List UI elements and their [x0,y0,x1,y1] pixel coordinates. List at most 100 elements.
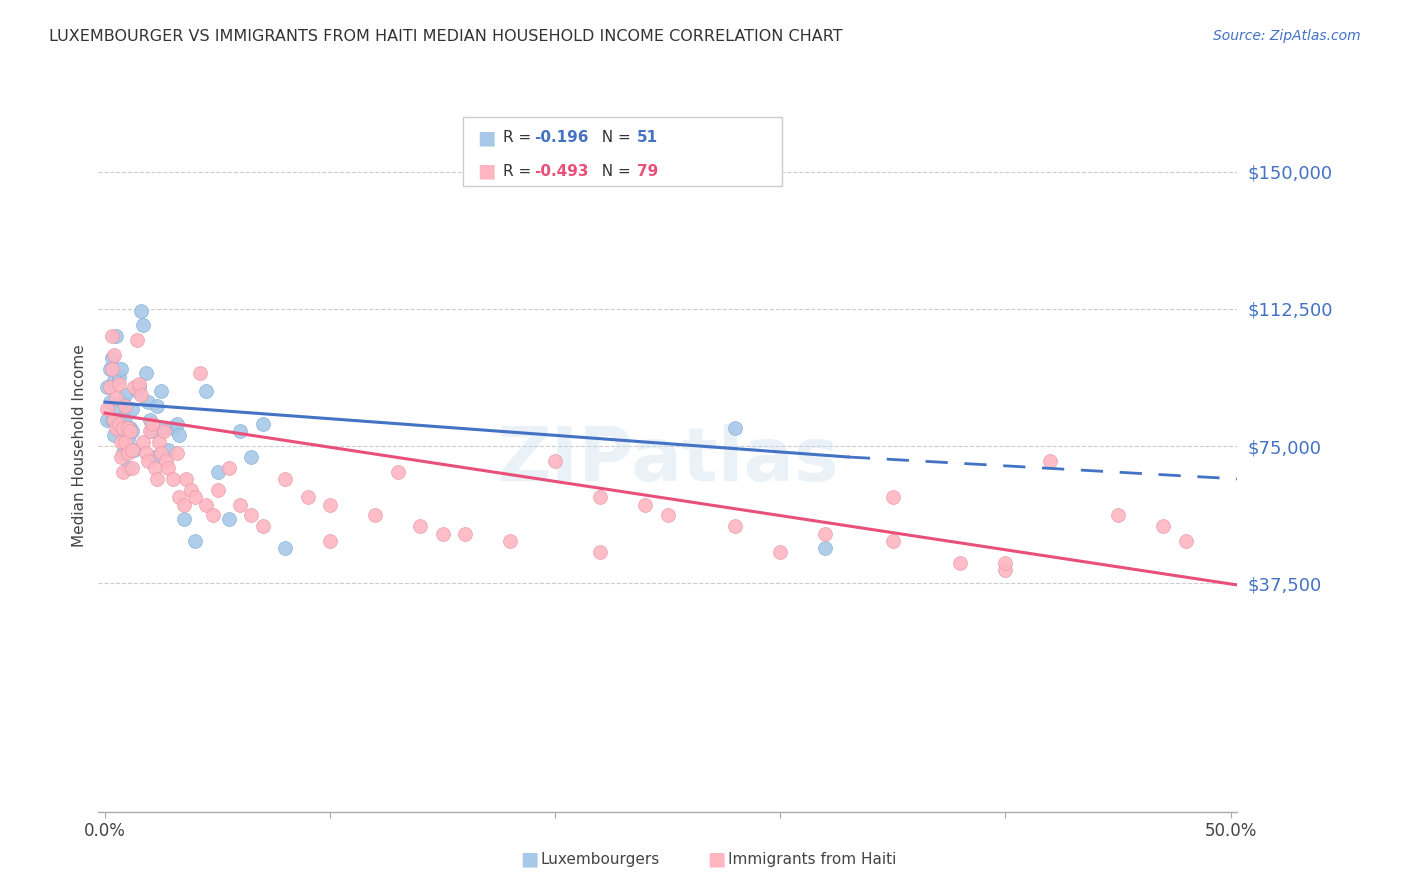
Point [218,512,240,526]
Point [96,380,118,394]
Point [103,373,125,387]
Point [882,490,904,504]
Point [135,366,157,380]
Text: Immigrants from Haiti: Immigrants from Haiti [728,852,897,867]
Point [141,425,163,439]
Text: R =: R = [503,130,536,145]
Point [180,483,202,497]
Point [98,380,121,394]
Point [118,420,141,434]
Point [125,333,148,347]
Point [118,425,141,439]
Point [110,413,132,427]
Text: -0.196: -0.196 [534,130,589,145]
Point [121,402,143,417]
Point [152,420,174,434]
Point [994,563,1017,577]
Point [114,399,136,413]
Point [409,519,432,533]
Point [202,508,225,523]
Point [101,351,124,366]
Text: 51: 51 [637,130,658,145]
Point [252,417,274,431]
Point [114,409,136,424]
Point [387,465,409,479]
Point [132,318,155,333]
Point [112,446,135,460]
Point [110,435,132,450]
Point [132,435,155,450]
Point [129,388,152,402]
Text: Source: ZipAtlas.com: Source: ZipAtlas.com [1213,29,1361,43]
Point [155,453,177,467]
Point [135,446,157,460]
Text: R =: R = [503,163,536,178]
Point [364,508,387,523]
Point [96,413,118,427]
Point [117,461,139,475]
Point [124,380,146,394]
Text: LUXEMBOURGER VS IMMIGRANTS FROM HAITI MEDIAN HOUSEHOLD INCOME CORRELATION CHART: LUXEMBOURGER VS IMMIGRANTS FROM HAITI ME… [49,29,842,44]
Point [128,376,150,391]
Point [152,425,174,439]
Point [141,417,163,431]
Point [454,526,477,541]
Point [146,399,169,413]
Point [117,432,139,446]
Text: 79: 79 [637,163,658,178]
Point [105,329,128,343]
Point [129,303,152,318]
Point [184,534,207,549]
Text: ■: ■ [478,128,496,147]
Point [657,508,679,523]
Point [162,420,184,434]
Point [136,453,159,467]
Point [112,465,135,479]
Point [121,425,143,439]
Point [1107,508,1129,523]
Point [188,366,211,380]
Point [195,498,218,512]
Point [229,425,252,439]
Point [136,395,159,409]
Point [143,461,166,475]
Point [252,519,274,533]
Point [724,519,747,533]
Point [169,490,191,504]
Text: ZIPatlas: ZIPatlas [496,424,839,497]
Point [589,490,612,504]
Point [105,399,128,413]
Text: ■: ■ [478,161,496,180]
Point [157,461,180,475]
Point [110,362,132,376]
Point [124,442,146,457]
Point [110,450,132,464]
Point [117,420,139,434]
Point [112,420,135,434]
Point [1174,534,1197,549]
Point [173,512,195,526]
Point [174,472,197,486]
Point [121,461,143,475]
Text: N =: N = [592,163,636,178]
Point [139,425,162,439]
Point [240,450,263,464]
FancyBboxPatch shape [463,117,782,186]
Point [114,388,136,402]
Point [274,541,297,556]
Point [157,442,180,457]
Point [949,556,972,570]
Point [297,490,319,504]
Point [240,508,263,523]
Point [218,461,240,475]
Point [107,417,129,431]
Point [112,395,135,409]
Point [724,420,747,434]
Point [107,376,129,391]
Point [101,413,124,427]
Point [125,384,148,398]
Point [166,417,188,431]
Point [769,545,792,559]
Point [107,369,129,384]
Point [544,453,567,467]
